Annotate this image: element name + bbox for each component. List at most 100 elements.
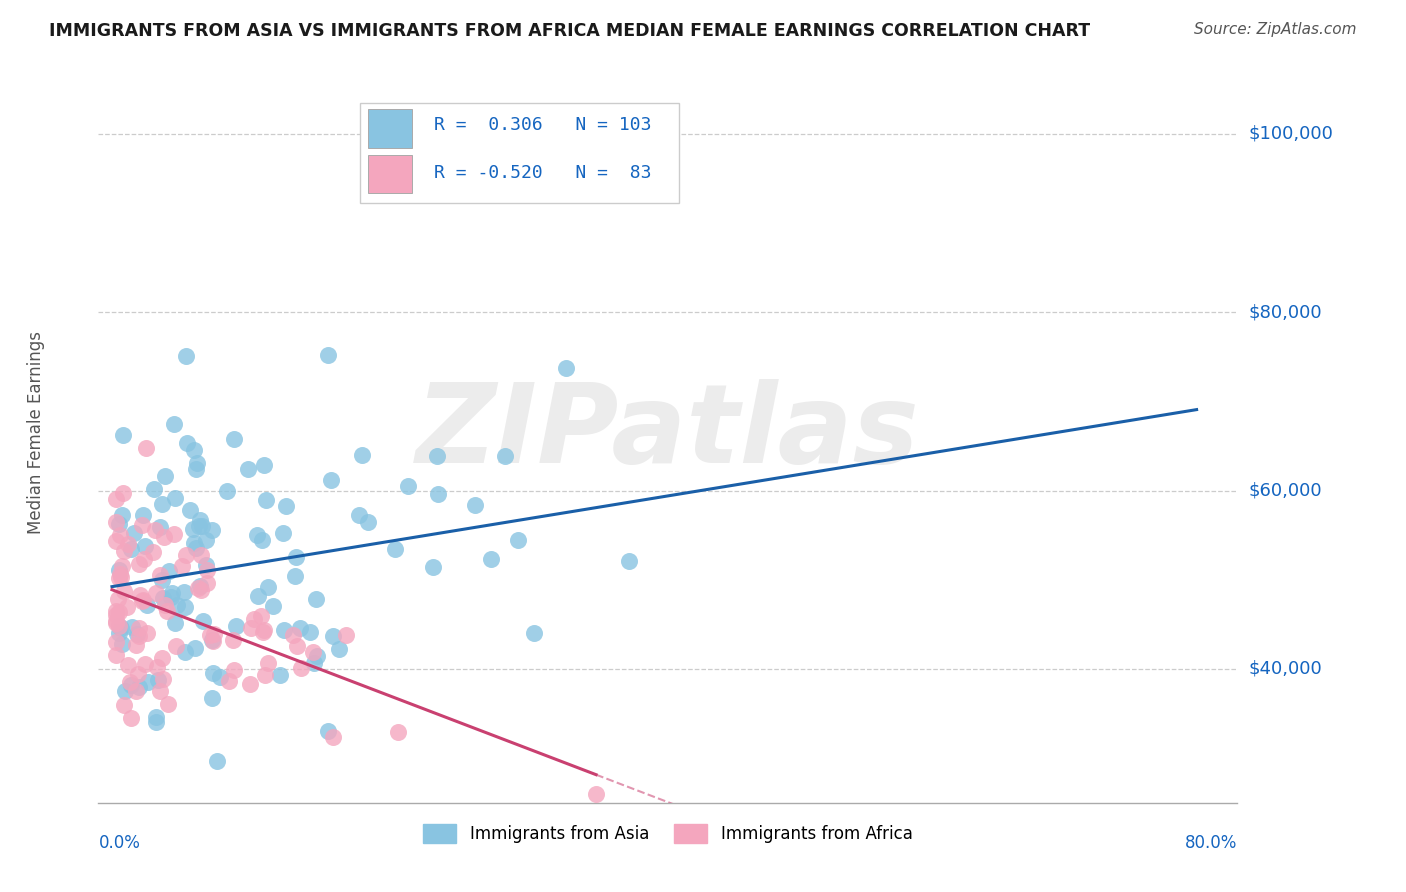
Text: Source: ZipAtlas.com: Source: ZipAtlas.com — [1194, 22, 1357, 37]
Point — [198, 628, 221, 642]
Point — [619, 554, 641, 568]
FancyBboxPatch shape — [360, 103, 679, 203]
Point — [105, 648, 128, 662]
Point — [173, 584, 195, 599]
Point — [190, 582, 212, 597]
Point — [136, 674, 159, 689]
Point — [110, 566, 132, 581]
Point — [350, 448, 373, 462]
Text: $100,000: $100,000 — [1249, 125, 1333, 143]
Point — [131, 518, 153, 533]
Point — [110, 621, 132, 635]
Point — [105, 604, 128, 618]
Point — [107, 619, 129, 633]
Point — [105, 534, 128, 549]
Point — [107, 563, 129, 577]
Point — [117, 537, 139, 551]
Point — [136, 599, 159, 613]
Point — [127, 667, 149, 681]
Point — [128, 558, 150, 572]
Point — [238, 462, 260, 476]
Point — [384, 541, 406, 556]
Point — [112, 544, 135, 558]
Point — [193, 614, 215, 628]
Point — [254, 493, 277, 508]
Point — [218, 674, 240, 689]
Point — [523, 626, 546, 640]
Text: IMMIGRANTS FROM ASIA VS IMMIGRANTS FROM AFRICA MEDIAN FEMALE EARNINGS CORRELATIO: IMMIGRANTS FROM ASIA VS IMMIGRANTS FROM … — [49, 22, 1090, 40]
Point — [256, 656, 278, 670]
Text: R = -0.520   N =  83: R = -0.520 N = 83 — [434, 164, 652, 183]
Point — [276, 499, 298, 513]
Point — [131, 594, 153, 608]
Point — [305, 591, 328, 606]
Point — [112, 698, 135, 712]
Point — [105, 634, 128, 648]
Point — [153, 469, 176, 483]
Point — [302, 645, 325, 659]
Point — [128, 630, 150, 644]
Point — [125, 638, 148, 652]
Point — [153, 599, 176, 613]
Point — [152, 673, 174, 687]
Point — [176, 349, 198, 363]
Point — [176, 436, 198, 450]
Point — [253, 668, 276, 682]
Point — [239, 677, 262, 691]
Point — [150, 497, 173, 511]
Point — [271, 526, 294, 541]
Point — [170, 558, 193, 573]
Text: 80.0%: 80.0% — [1185, 834, 1237, 852]
Point — [105, 491, 128, 506]
Point — [302, 657, 325, 671]
Point — [105, 608, 128, 623]
Point — [188, 579, 211, 593]
Point — [149, 684, 172, 698]
Point — [208, 670, 231, 684]
Point — [287, 639, 309, 653]
Point — [150, 574, 173, 588]
Point — [387, 725, 409, 739]
Point — [108, 571, 131, 585]
Point — [194, 533, 217, 547]
Point — [145, 585, 167, 599]
Point — [108, 517, 131, 532]
Point — [585, 787, 607, 801]
Point — [145, 714, 167, 729]
Point — [149, 567, 172, 582]
Point — [128, 680, 150, 694]
Point — [112, 584, 135, 599]
Point — [283, 628, 305, 642]
Point — [184, 641, 207, 656]
Point — [110, 569, 132, 583]
Point — [128, 588, 150, 602]
Text: $40,000: $40,000 — [1249, 660, 1322, 678]
Point — [225, 619, 247, 633]
Text: $80,000: $80,000 — [1249, 303, 1322, 321]
Point — [263, 599, 285, 613]
Point — [494, 449, 516, 463]
Point — [319, 473, 342, 487]
Point — [153, 530, 176, 544]
Point — [252, 625, 274, 640]
Point — [187, 518, 209, 533]
Point — [195, 558, 218, 573]
Point — [555, 360, 578, 375]
Point — [426, 449, 449, 463]
Point — [117, 658, 139, 673]
Point — [328, 642, 350, 657]
Point — [288, 621, 311, 635]
Point — [508, 533, 530, 548]
Point — [240, 621, 263, 635]
Point — [157, 564, 180, 578]
Point — [250, 609, 273, 624]
Point — [183, 535, 205, 549]
Point — [132, 508, 155, 523]
Point — [125, 684, 148, 698]
Point — [166, 599, 188, 613]
Point — [179, 503, 201, 517]
Point — [396, 479, 419, 493]
Point — [426, 487, 449, 501]
Point — [190, 548, 212, 562]
Point — [222, 663, 245, 677]
